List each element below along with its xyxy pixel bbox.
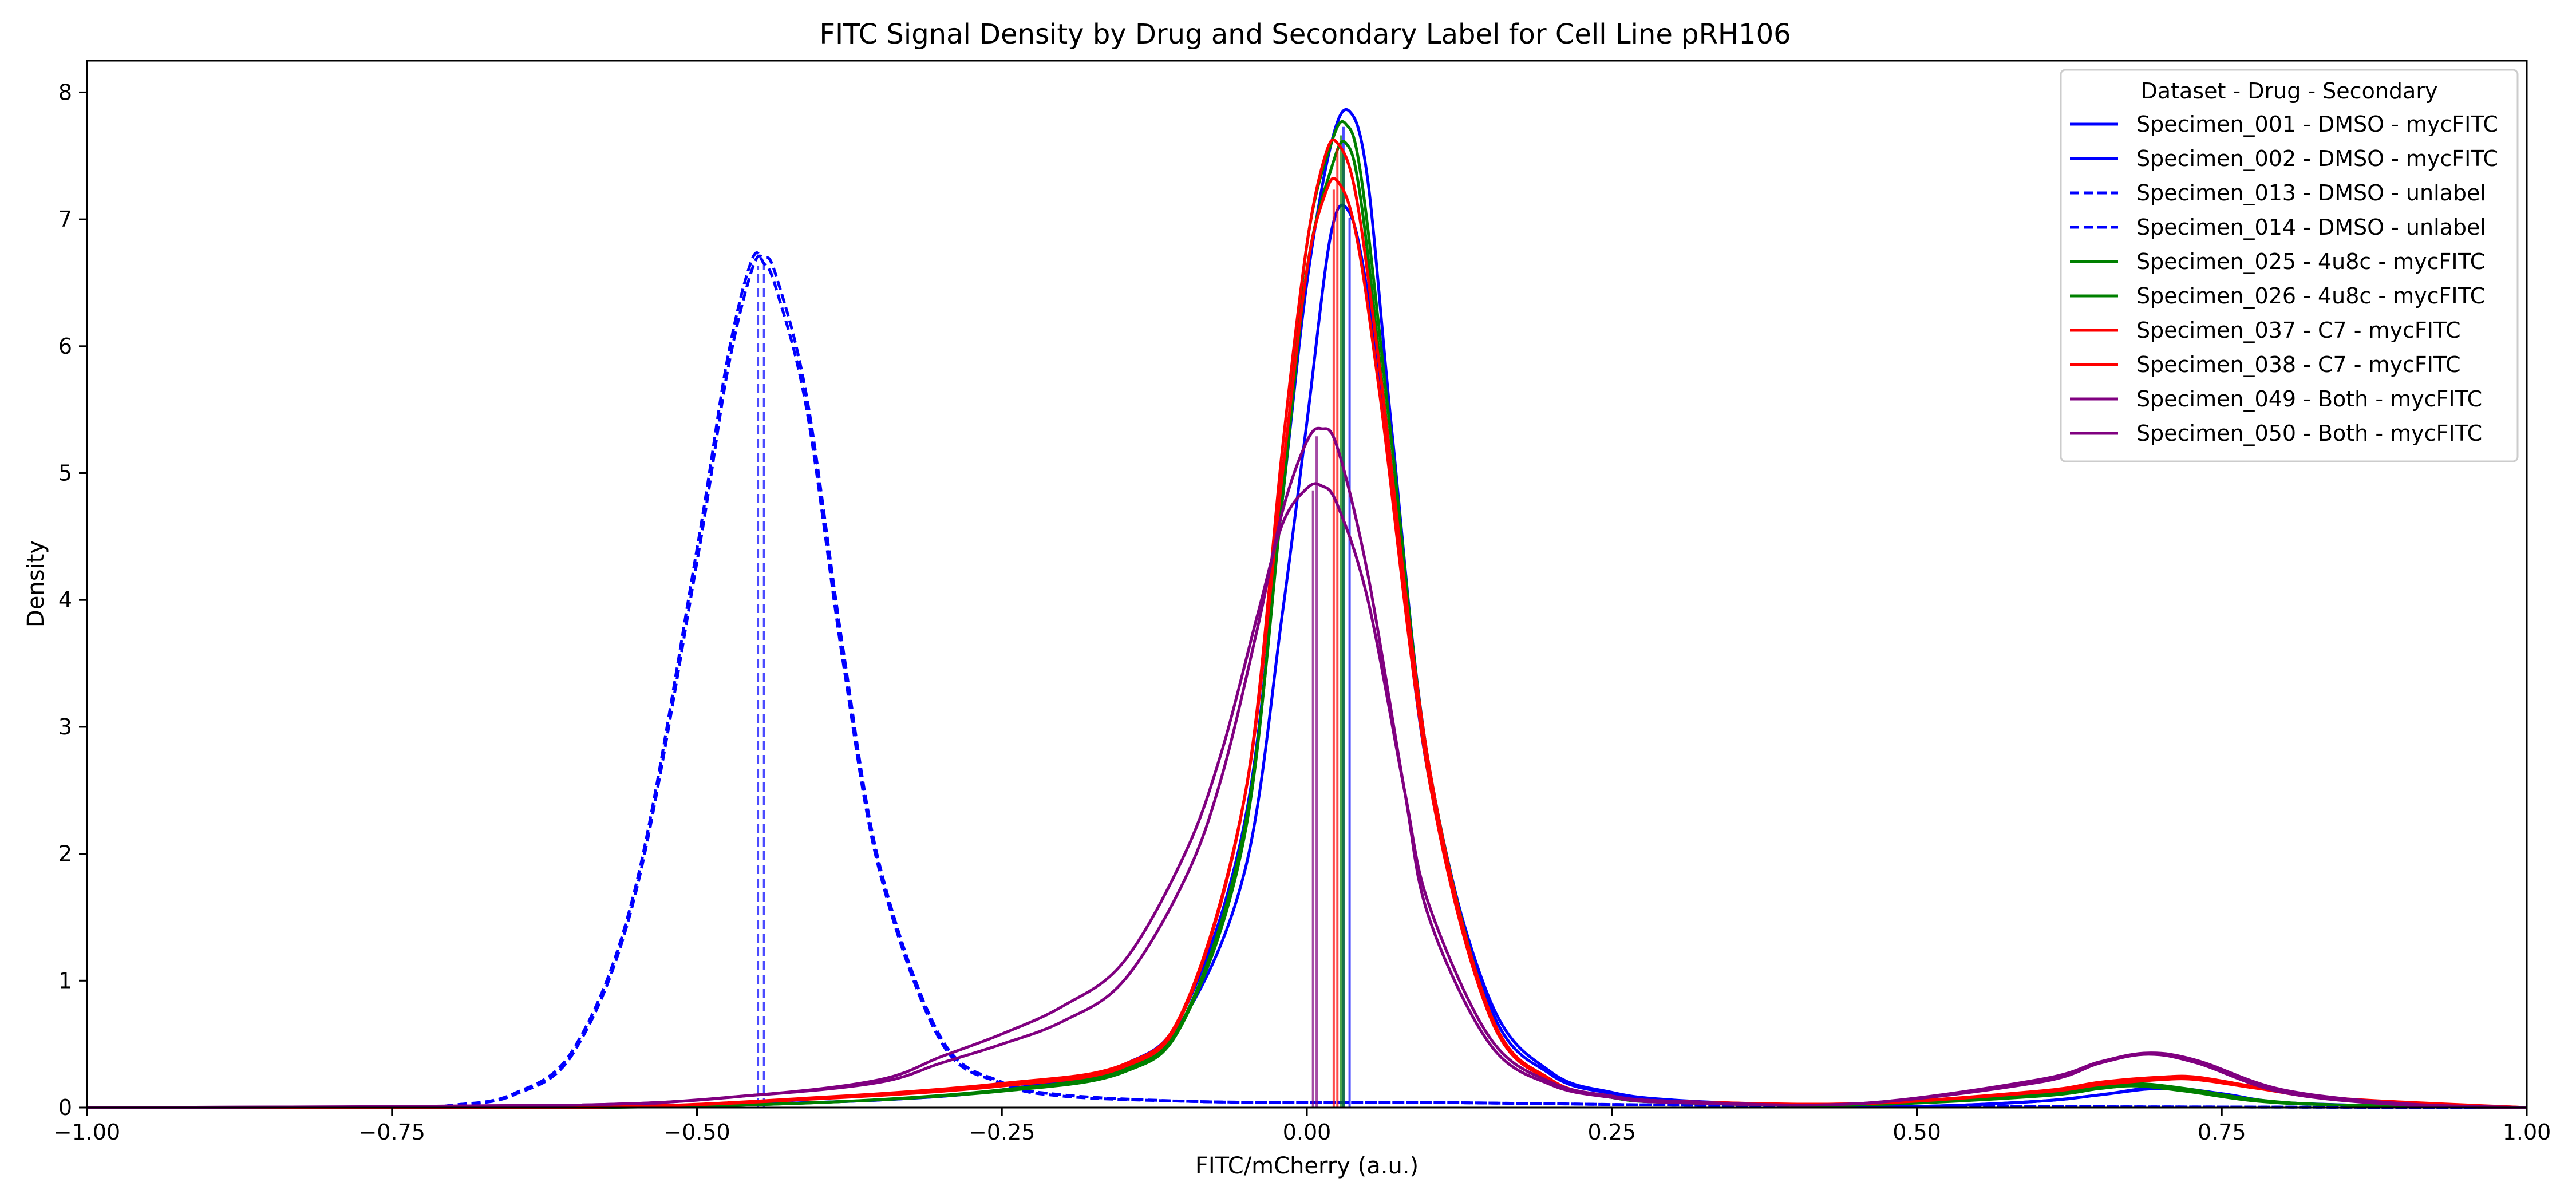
series-line-7 <box>87 138 2527 1109</box>
chart-title: FITC Signal Density by Drug and Secondar… <box>819 18 1791 50</box>
series-line-10 <box>86 482 2527 1109</box>
y-tick-label: 4 <box>58 587 72 612</box>
x-tick-label: 0.25 <box>1587 1120 1636 1145</box>
x-tick-label: −0.50 <box>663 1120 730 1145</box>
y-tick-label: 0 <box>58 1095 72 1120</box>
x-tick-label: −1.00 <box>54 1120 120 1145</box>
legend-box <box>2060 69 2519 462</box>
series-line-9 <box>86 426 2527 1109</box>
series-line-6 <box>87 140 2527 1109</box>
x-tick-label: 1.00 <box>2503 1120 2551 1145</box>
series-line-8 <box>87 177 2527 1109</box>
x-tick-label: 0.00 <box>1283 1120 1332 1145</box>
x-tick-label: 0.75 <box>2198 1120 2246 1145</box>
y-axis-label: Density <box>23 540 49 627</box>
y-tick-label: 6 <box>58 334 72 359</box>
legend-title: Dataset - Drug - Secondary <box>2141 78 2438 104</box>
legend-entry: Specimen_049 - Both - mycFITC <box>2136 386 2482 412</box>
legend-entry: Specimen_050 - Both - mycFITC <box>2136 421 2482 446</box>
series-line-4 <box>87 251 2527 1109</box>
legend-entry: Specimen_014 - DMSO - unlabel <box>2136 215 2486 240</box>
y-tick-label: 2 <box>58 841 72 867</box>
y-tick-label: 8 <box>58 80 72 105</box>
y-tick-label: 7 <box>58 207 72 232</box>
x-axis-label: FITC/mCherry (a.u.) <box>1195 1153 1419 1179</box>
x-axis: −1.00 −0.75 −0.50 −0.25 0.00 0.25 0.50 0.75 1.00 <box>54 1108 2551 1145</box>
series-group <box>86 108 2527 1109</box>
x-tick-label: 0.50 <box>1893 1120 1941 1145</box>
legend-entry: Specimen_025 - 4u8c - mycFITC <box>2136 249 2485 274</box>
x-tick-label: −0.75 <box>359 1120 425 1145</box>
legend-entry: Specimen_002 - DMSO - mycFITC <box>2136 146 2498 171</box>
legend-entry: Specimen_001 - DMSO - mycFITC <box>2136 112 2498 137</box>
x-tick-label: −0.25 <box>969 1120 1035 1145</box>
legend: Dataset - Drug - Secondary Specimen_001 -… <box>2060 69 2519 462</box>
legend-entry: Specimen_013 - DMSO - unlabel <box>2136 180 2486 205</box>
y-tick-label: 3 <box>58 714 72 740</box>
y-axis: 0 1 2 3 4 5 6 7 8 <box>58 80 87 1120</box>
series-line-3 <box>87 254 2527 1109</box>
legend-entry: Specimen_038 - C7 - mycFITC <box>2136 352 2461 377</box>
y-tick-label: 1 <box>58 968 72 993</box>
legend-entry: Specimen_026 - 4u8c - mycFITC <box>2136 283 2485 309</box>
legend-entry: Specimen_037 - C7 - mycFITC <box>2136 318 2461 343</box>
y-tick-label: 5 <box>58 461 72 486</box>
